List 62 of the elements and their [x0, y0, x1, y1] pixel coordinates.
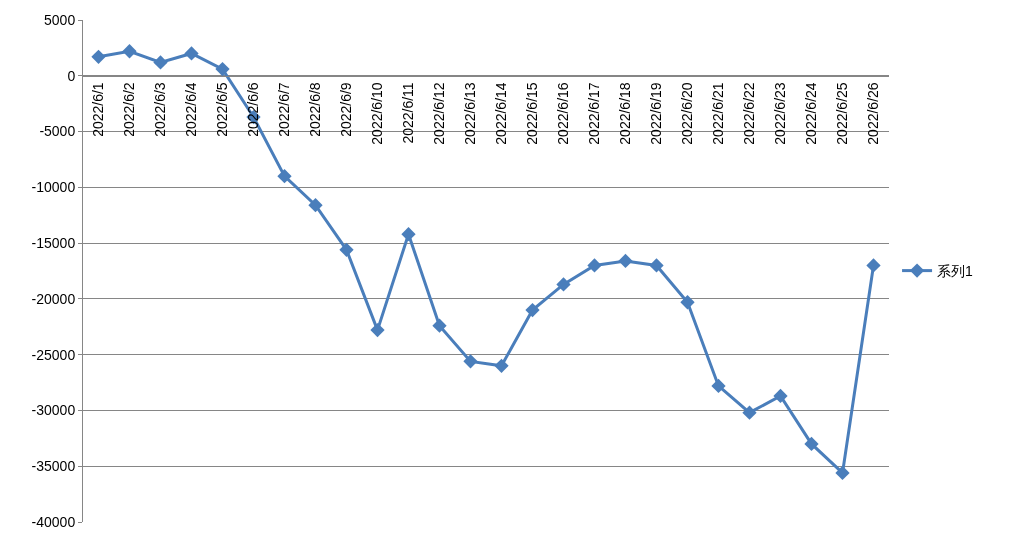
- x-tick-label: 2022/6/16: [555, 82, 572, 145]
- point: [711, 378, 726, 394]
- y-tick-label: -5000: [39, 123, 76, 140]
- x-tick-label: 2022/6/11: [400, 82, 417, 144]
- x-tick-label: 2022/6/15: [524, 82, 541, 145]
- y-tick-label: 5000: [44, 11, 76, 28]
- y-tick-label: -10000: [31, 179, 76, 196]
- point: [525, 302, 540, 318]
- x-tick-label: 2022/6/3: [152, 82, 169, 137]
- y-tick-label: -35000: [31, 458, 76, 475]
- x-tick-label: 2022/6/8: [307, 82, 324, 137]
- point: [773, 388, 788, 404]
- point: [215, 61, 230, 77]
- point: [494, 358, 509, 373]
- x-tick-label: 2022/6/24: [803, 82, 820, 145]
- x-tick-label: 2022/6/7: [276, 82, 293, 137]
- y-tick-label: -40000: [31, 513, 76, 530]
- x-tick-label: 2022/6/26: [865, 82, 882, 145]
- y-tick-label: -30000: [31, 402, 76, 419]
- x-tick-label: 2022/6/10: [369, 82, 386, 145]
- point: [680, 295, 695, 310]
- point: [649, 258, 664, 273]
- point: [277, 169, 292, 184]
- point: [742, 405, 757, 420]
- y-tick-label: -25000: [31, 346, 76, 363]
- x-tick-label: 2022/6/6: [245, 82, 262, 137]
- y-tick-label: -15000: [31, 235, 76, 252]
- point: [339, 242, 354, 257]
- y-tick-label: -20000: [31, 290, 76, 307]
- x-tick-label: 2022/6/14: [493, 82, 510, 145]
- x-tick-label: 2022/6/20: [679, 82, 696, 145]
- point: [184, 46, 199, 61]
- point: [804, 436, 819, 452]
- x-tick-label: 2022/6/2: [121, 82, 138, 137]
- legend-label: 系列1: [937, 263, 974, 280]
- x-tick-label: 2022/6/19: [648, 82, 665, 145]
- point: [370, 322, 385, 338]
- point: [835, 465, 850, 481]
- x-tick-label: 2022/6/4: [183, 82, 200, 137]
- x-tick-label: 2022/6/23: [772, 82, 789, 145]
- point: [866, 258, 881, 273]
- x-tick-label: 2022/6/18: [617, 82, 634, 145]
- x-tick-label: 2022/6/5: [214, 82, 231, 137]
- point: [463, 354, 478, 369]
- x-tick-label: 2022/6/17: [586, 82, 603, 145]
- x-tick-label: 2022/6/22: [741, 82, 758, 145]
- point: [91, 49, 106, 64]
- point: [432, 318, 447, 333]
- point: [556, 277, 571, 292]
- x-tick-label: 2022/6/12: [431, 82, 448, 145]
- point: [308, 198, 323, 213]
- point: [587, 258, 602, 273]
- point: [122, 44, 137, 59]
- point: [153, 55, 168, 70]
- x-tick-label: 2022/6/25: [834, 82, 851, 145]
- x-tick-label: 2022/6/21: [710, 82, 727, 145]
- x-tick-label: 2022/6/9: [338, 82, 355, 137]
- x-tick-label: 2022/6/1: [90, 82, 107, 137]
- point: [618, 253, 633, 269]
- y-tick-label: 0: [67, 67, 76, 84]
- x-tick-label: 2022/6/13: [462, 82, 479, 145]
- point: [401, 227, 416, 242]
